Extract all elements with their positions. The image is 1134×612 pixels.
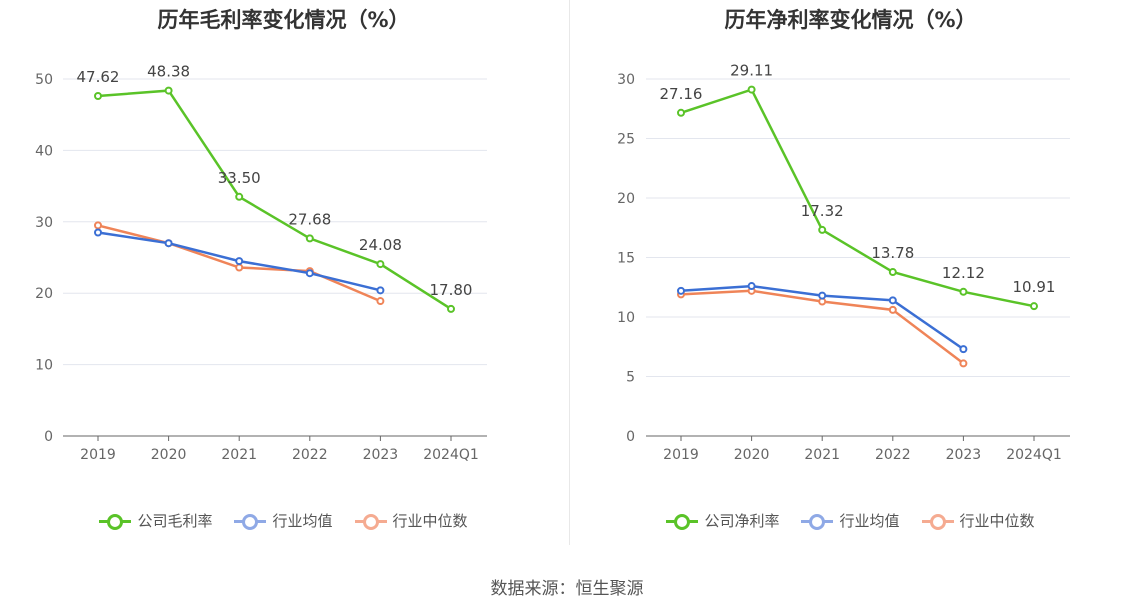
legend-line-marker-icon [921, 513, 954, 530]
legend-line-marker-icon [99, 513, 132, 530]
data-label: 27.68 [288, 210, 331, 228]
data-point [376, 297, 385, 306]
data-point [376, 286, 385, 295]
legend-item[interactable]: 行业均值 [801, 510, 900, 531]
y-tick-label: 20 [35, 286, 53, 302]
legend-line-marker-icon [234, 513, 267, 530]
panel-divider [569, 0, 570, 545]
data-point [447, 304, 455, 313]
legend-line-marker-icon [801, 513, 834, 530]
data-label: 13.78 [871, 244, 914, 262]
data-source-note: 数据来源：恒生聚源 [490, 579, 644, 599]
x-tick-label: 2023 [363, 447, 399, 463]
x-tick-label: 2021 [221, 447, 257, 463]
data-label: 47.62 [77, 68, 120, 86]
chart-title: 历年毛利率变化情况（%） [157, 8, 410, 32]
y-tick-label: 10 [617, 310, 635, 326]
data-point [818, 291, 827, 300]
data-label: 27.16 [660, 85, 703, 103]
data-label: 10.91 [1013, 278, 1056, 296]
data-point [164, 86, 173, 95]
series-line [97, 89, 452, 310]
data-point [747, 85, 756, 94]
data-point [235, 263, 244, 272]
data-point [818, 225, 827, 234]
legend-line-marker-icon [354, 513, 387, 530]
data-point [959, 287, 968, 296]
legend-label: 行业中位数 [959, 512, 1035, 530]
legend-item[interactable]: 公司净利率 [666, 510, 779, 531]
data-point [94, 221, 102, 230]
x-tick-label: 2022 [875, 447, 911, 463]
y-tick-label: 30 [35, 215, 53, 231]
legend-label: 行业中位数 [392, 512, 468, 530]
y-tick-label: 5 [626, 370, 635, 386]
legend-label: 公司净利率 [704, 512, 780, 530]
data-point [959, 345, 968, 354]
y-tick-label: 0 [44, 429, 53, 445]
data-point [888, 305, 897, 314]
data-point [1030, 302, 1038, 311]
data-point [677, 108, 685, 117]
net-margin-line-chart: 0 5 10 15 20 25 30 2019 2020 2021 2022 2023 2024Q1 27… [617, 62, 1070, 463]
gross-margin-line-chart: 0 10 20 30 40 50 2019 2020 2021 2022 2023 2024Q1 47.… [35, 63, 487, 463]
data-point [747, 282, 756, 291]
x-tick-label: 2020 [151, 447, 187, 463]
data-point [677, 286, 685, 295]
data-point [94, 91, 102, 100]
data-label: 17.32 [801, 202, 844, 220]
legend-label: 行业均值 [272, 512, 333, 530]
net-margin-chart-panel: 历年净利率变化情况（%） 0 5 10 15 20 25 30 2019 2020 2021 202… [567, 0, 1134, 545]
x-tick-label: 2020 [734, 447, 770, 463]
data-label: 29.11 [730, 62, 773, 80]
data-point [376, 260, 385, 269]
y-tick-label: 40 [35, 143, 53, 159]
data-point [235, 192, 244, 201]
chart-legend: 公司毛利率 行业均值 行业中位数 [0, 510, 567, 531]
data-point [305, 269, 314, 278]
y-tick-label: 20 [617, 191, 635, 207]
x-tick-label: 2021 [804, 447, 840, 463]
y-tick-label: 10 [35, 358, 53, 374]
x-tick-label: 2023 [946, 447, 982, 463]
y-tick-label: 25 [617, 132, 635, 148]
x-tick-label: 2019 [663, 447, 699, 463]
gross-margin-chart-panel: 历年毛利率变化情况（%） 0 10 20 30 40 50 2019 2020 2021 2022… [0, 0, 567, 545]
legend-item[interactable]: 行业均值 [234, 510, 333, 531]
legend-item[interactable]: 行业中位数 [921, 510, 1035, 531]
data-point [888, 268, 897, 277]
y-tick-label: 0 [626, 429, 635, 445]
x-tick-label: 2024Q1 [1006, 447, 1062, 463]
data-label: 12.12 [942, 264, 985, 282]
data-point [235, 257, 244, 266]
data-point [164, 239, 173, 248]
data-point [94, 228, 102, 237]
legend-label: 行业均值 [839, 512, 900, 530]
series-line [680, 88, 1035, 308]
x-tick-label: 2024Q1 [423, 447, 479, 463]
legend-label: 公司毛利率 [137, 512, 213, 530]
data-point [305, 234, 314, 243]
data-label: 24.08 [359, 236, 402, 254]
legend-item[interactable]: 行业中位数 [354, 510, 468, 531]
chart-title: 历年净利率变化情况（%） [724, 8, 977, 32]
x-tick-label: 2019 [80, 447, 116, 463]
data-label: 17.80 [430, 281, 473, 299]
data-point [959, 359, 968, 368]
y-tick-label: 15 [617, 251, 635, 267]
chart-legend: 公司净利率 行业均值 行业中位数 [567, 510, 1134, 531]
x-tick-label: 2022 [292, 447, 328, 463]
legend-item[interactable]: 公司毛利率 [99, 510, 212, 531]
data-point [888, 296, 897, 305]
data-label: 48.38 [147, 63, 190, 81]
legend-line-marker-icon [666, 513, 699, 530]
y-tick-label: 50 [35, 72, 53, 88]
y-tick-label: 30 [617, 72, 635, 88]
data-label: 33.50 [218, 169, 261, 187]
